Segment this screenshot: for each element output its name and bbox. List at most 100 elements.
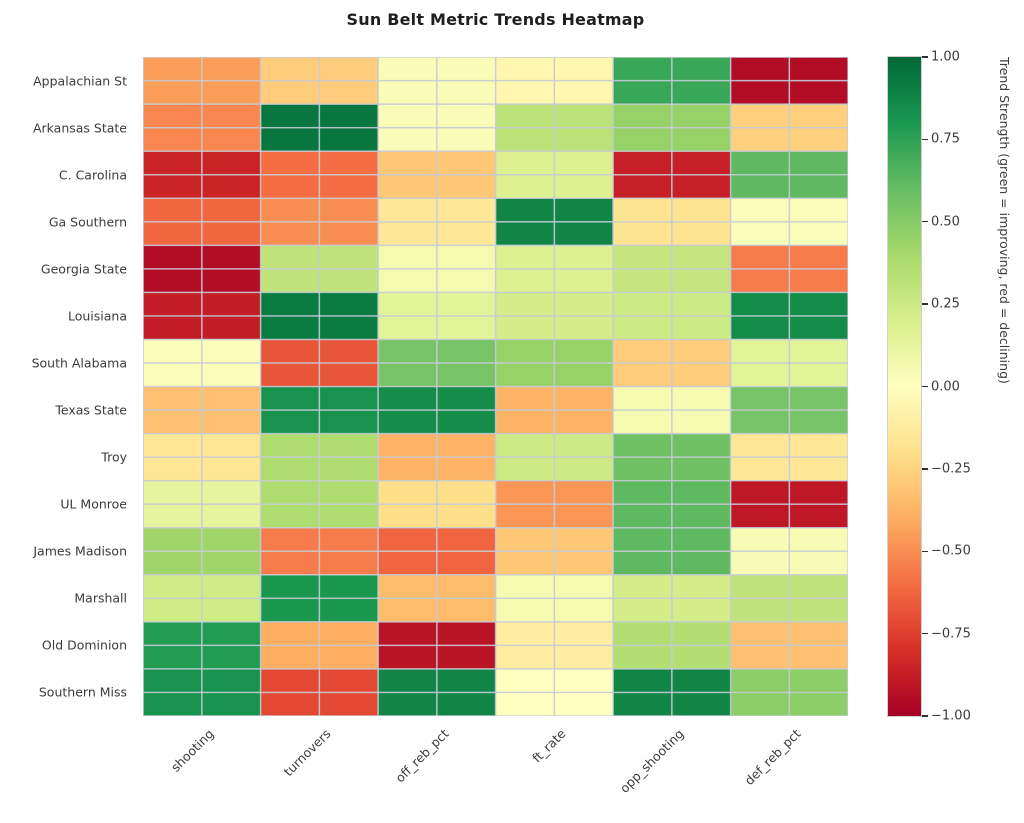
- heatmap-cell: [730, 668, 848, 716]
- heatmap-cell: [260, 339, 378, 387]
- heatmap-cell: [730, 57, 848, 105]
- heatmap-cell: [613, 245, 731, 293]
- heatmap-cell: [730, 151, 848, 199]
- heatmap-cell: [143, 668, 261, 716]
- y-tick-label: Louisiana: [67, 308, 127, 324]
- colorbar-tick-label: −0.25: [931, 461, 971, 477]
- colorbar-tick-mark: [922, 385, 928, 388]
- heatmap-cell: [613, 386, 731, 434]
- heatmap-cell: [613, 480, 731, 528]
- heatmap-cell: [143, 198, 261, 246]
- heatmap-cell: [495, 198, 613, 246]
- heatmap-cell: [495, 386, 613, 434]
- heatmap-cell: [378, 292, 496, 340]
- heatmap-cell: [495, 245, 613, 293]
- heatmap-cell: [730, 386, 848, 434]
- heatmap-cell: [143, 433, 261, 481]
- heatmap-cell: [378, 151, 496, 199]
- heatmap-cell: [730, 104, 848, 152]
- heatmap-cell: [730, 574, 848, 622]
- heatmap-cell: [495, 621, 613, 669]
- heatmap-cell: [378, 386, 496, 434]
- heatmap-cell: [613, 527, 731, 575]
- colorbar-tick-mark: [922, 715, 928, 717]
- heatmap-cell: [260, 433, 378, 481]
- colorbar-tick-mark: [922, 303, 928, 305]
- colorbar-tick-label: −1.00: [931, 708, 971, 724]
- heatmap-cell: [260, 574, 378, 622]
- y-tick-label: Old Dominion: [41, 637, 127, 653]
- heatmap-cell: [378, 574, 496, 622]
- heatmap-cell: [378, 57, 496, 105]
- heatmap-cell: [260, 621, 378, 669]
- x-tick-label: turnovers: [280, 726, 334, 780]
- heatmap-cell: [143, 621, 261, 669]
- heatmap-cell: [495, 292, 613, 340]
- heatmap-cell: [730, 527, 848, 575]
- heatmap-cell: [613, 57, 731, 105]
- heatmap-cell: [378, 480, 496, 528]
- heatmap-cell: [613, 198, 731, 246]
- heatmap-cell: [260, 198, 378, 246]
- heatmap-cell: [378, 339, 496, 387]
- y-tick-label: Texas State: [55, 402, 127, 418]
- heatmap-cell: [260, 292, 378, 340]
- y-tick-label: Georgia State: [40, 261, 127, 277]
- heatmap-cell: [613, 151, 731, 199]
- x-tick-label: shooting: [167, 726, 217, 775]
- heatmap-cell: [495, 574, 613, 622]
- heatmap-cell: [378, 198, 496, 246]
- colorbar-tick-mark: [922, 550, 928, 552]
- y-tick-label: James Madison: [33, 543, 127, 559]
- heatmap-cell: [143, 339, 261, 387]
- heatmap-cell: [260, 151, 378, 199]
- heatmap-cell: [260, 57, 378, 105]
- y-tick-label: Southern Miss: [38, 684, 127, 700]
- heatmap-cell: [495, 480, 613, 528]
- colorbar-tick-mark: [922, 221, 928, 223]
- heatmap-cell: [613, 433, 731, 481]
- x-tick-label: opp_shooting: [616, 726, 687, 796]
- heatmap-cell: [260, 668, 378, 716]
- heatmap-cell: [260, 480, 378, 528]
- heatmap-cell: [730, 245, 848, 293]
- colorbar-tick-mark: [922, 632, 928, 635]
- y-tick-label: South Alabama: [31, 355, 127, 371]
- y-tick-label: Troy: [101, 449, 127, 465]
- heatmap-cell: [613, 668, 731, 716]
- heatmap-cell: [730, 292, 848, 340]
- heatmap-cell: [260, 245, 378, 293]
- x-tick-label: def_reb_pct: [741, 726, 804, 789]
- heatmap-cell: [495, 57, 613, 105]
- heatmap-cell: [378, 245, 496, 293]
- heatmap-cell: [495, 104, 613, 152]
- heatmap-cell: [143, 386, 261, 434]
- heatmap-cell: [143, 292, 261, 340]
- colorbar-tick-label: −0.50: [931, 543, 971, 559]
- heatmap-cell: [378, 621, 496, 669]
- y-tick-label: C. Carolina: [58, 167, 127, 183]
- colorbar: [887, 56, 922, 717]
- y-tick-label: UL Monroe: [60, 496, 127, 512]
- x-tick-label: off_reb_pct: [391, 726, 452, 786]
- heatmap-cell: [613, 621, 731, 669]
- heatmap-cell: [613, 339, 731, 387]
- colorbar-tick-mark: [922, 138, 928, 141]
- y-tick-label: Appalachian St: [33, 73, 127, 89]
- heatmap-cell: [730, 480, 848, 528]
- heatmap-cell: [378, 104, 496, 152]
- heatmap-cell: [495, 668, 613, 716]
- y-tick-label: Arkansas State: [32, 120, 127, 136]
- heatmap-cell: [730, 621, 848, 669]
- heatmap-cell: [143, 527, 261, 575]
- y-tick-label: Ga Southern: [48, 214, 127, 230]
- colorbar-tick-label: 0.00: [931, 379, 960, 394]
- heatmap-cell: [613, 104, 731, 152]
- heatmap-cell: [613, 292, 731, 340]
- colorbar-tick-label: −0.75: [931, 626, 971, 642]
- heatmap-cell: [730, 198, 848, 246]
- heatmap-grid: [143, 57, 848, 716]
- heatmap-cell: [260, 527, 378, 575]
- colorbar-tick-mark: [922, 56, 928, 58]
